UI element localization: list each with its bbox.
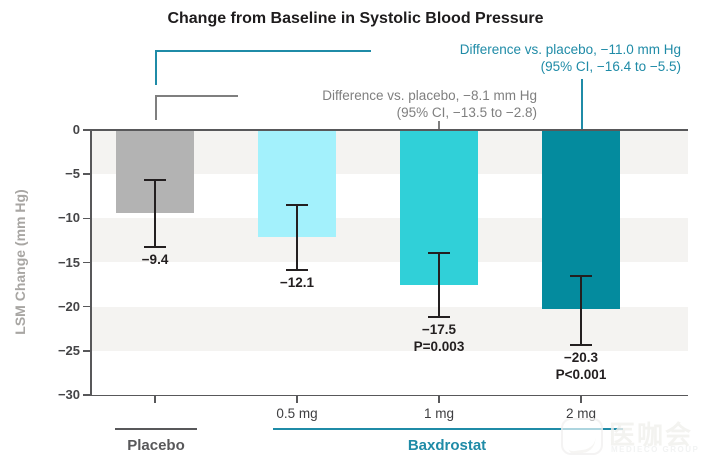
y-axis-tick-label: −10	[57, 210, 80, 226]
baxdrostat-group-line	[273, 428, 623, 430]
y-axis-tick	[83, 173, 91, 175]
y-axis-tick	[83, 350, 91, 352]
watermark-en-text: MEDIECO GROUP	[611, 445, 700, 454]
value-label-baxdrostat-0-5mg: −12.1	[279, 275, 315, 291]
annotation-2mg-line1: Difference vs. placebo, −11.0 mm Hg	[459, 42, 681, 57]
teal-bracket-left-vertical-line	[155, 50, 157, 85]
error-bar-line-baxdrostat-0-5mg	[296, 205, 298, 271]
group-label-baxdrostat: Baxdrostat	[407, 437, 487, 454]
watermark-logo-icon	[561, 418, 603, 455]
dose-label-baxdrostat-1mg: 1 mg	[423, 406, 454, 421]
error-bar-cap-top-baxdrostat-0-5mg	[286, 204, 308, 207]
annotation-1mg-line2: (95% CI, −13.5 to −2.8)	[396, 105, 537, 120]
gray-bracket-horizontal-line	[155, 95, 238, 97]
value-label-baxdrostat-2mg: −20.3	[563, 349, 599, 365]
watermark-cn-text: 医咖会	[609, 420, 694, 450]
error-bar-cap-bottom-baxdrostat-0-5mg	[286, 269, 308, 272]
y-axis-tick	[83, 129, 91, 131]
error-bar-line-baxdrostat-1mg	[438, 252, 440, 318]
group-label-placebo: Placebo	[127, 437, 185, 454]
error-bar-cap-top-baxdrostat-1mg	[428, 251, 450, 254]
placebo-group-line	[115, 428, 197, 430]
y-axis-tick	[83, 217, 91, 220]
teal-connector-to-2mg-bar	[581, 79, 583, 129]
error-bar-cap-bottom-baxdrostat-1mg	[428, 316, 450, 319]
value-label-baxdrostat-1mg: −17.5	[421, 322, 457, 338]
y-axis-tick	[83, 394, 91, 396]
gray-bracket-left-vertical-line	[155, 95, 157, 120]
error-bar-line-baxdrostat-2mg	[580, 275, 582, 345]
annotation-2mg-line2: (95% CI, −16.4 to −5.5)	[540, 59, 681, 74]
y-axis-tick-label: −15	[57, 254, 80, 270]
y-axis-tick-label: −30	[57, 387, 80, 402]
plot-band	[92, 350, 688, 395]
x-axis-tick-baxdrostat-1mg	[438, 396, 440, 403]
y-axis-tick	[83, 261, 91, 264]
p-value-label-baxdrostat-2mg: P<0.001	[555, 366, 607, 382]
teal-bracket-horizontal-line	[155, 50, 371, 52]
y-axis-tick-label: −20	[57, 298, 80, 314]
gray-connector-to-1mg-bar	[438, 121, 440, 129]
dose-label-baxdrostat-0-5mg: 0.5 mg	[276, 406, 318, 421]
error-bar-cap-top-placebo	[144, 179, 166, 182]
plot-band	[92, 306, 688, 351]
error-bar-cap-top-baxdrostat-2mg	[570, 274, 592, 277]
p-value-label-baxdrostat-1mg: P=0.003	[413, 339, 465, 355]
y-axis-tick-label: −25	[57, 342, 80, 358]
x-axis-tick-baxdrostat-0-5mg	[296, 396, 298, 403]
error-bar-cap-bottom-baxdrostat-2mg	[570, 343, 592, 346]
x-axis-tick-baxdrostat-2mg	[580, 396, 582, 403]
value-label-placebo: −9.4	[141, 252, 169, 268]
annotation-1mg-line1: Difference vs. placebo, −8.1 mm Hg	[322, 88, 537, 103]
error-bar-cap-bottom-placebo	[144, 246, 166, 249]
y-axis-line	[90, 130, 92, 396]
y-axis-tick-label: −5	[65, 166, 80, 182]
bottom-axis-line	[90, 394, 688, 396]
x-axis-tick-placebo	[154, 396, 156, 403]
chart-title: Change from Baseline in Systolic Blood P…	[167, 10, 544, 27]
error-bar-line-placebo	[154, 180, 156, 248]
y-axis-tick	[83, 305, 91, 308]
y-axis-tick-label: 0	[72, 122, 80, 137]
watermark: 医咖会 MEDIECO GROUP	[561, 413, 711, 465]
zero-baseline	[90, 129, 688, 131]
